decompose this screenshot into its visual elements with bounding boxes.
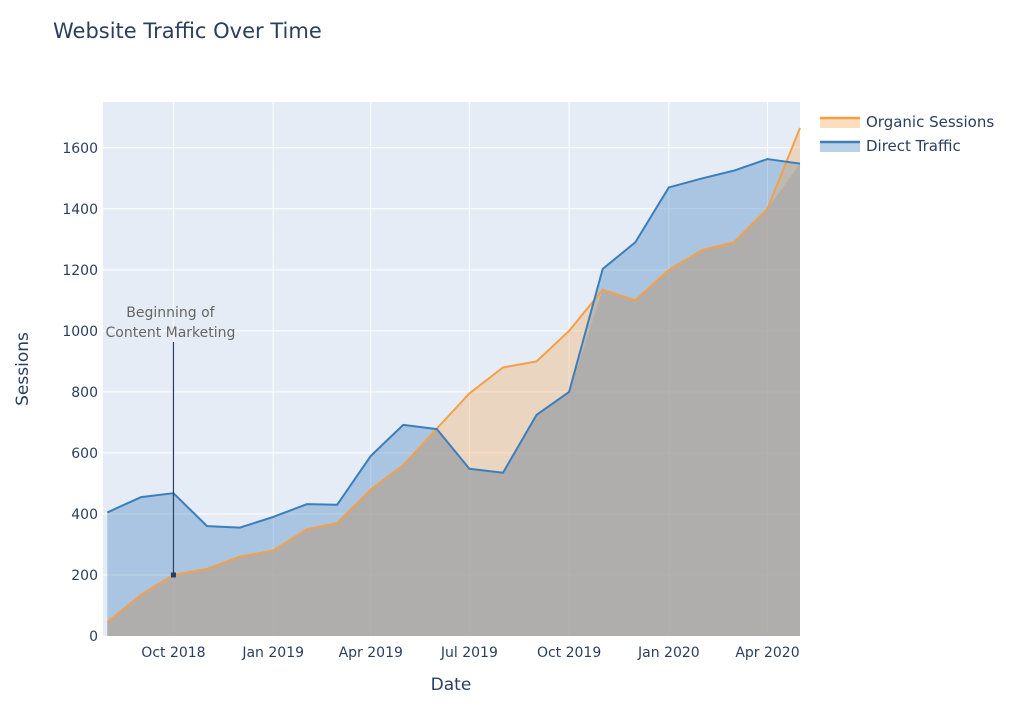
annotation-arrowhead — [170, 572, 176, 578]
chart-title: Website Traffic Over Time — [53, 19, 322, 43]
legend[interactable]: Organic Sessions Direct Traffic — [820, 113, 994, 155]
y-tick-label: 200 — [71, 568, 98, 584]
x-tick-label: Jan 2019 — [241, 645, 304, 661]
annotation-text-line: Beginning of — [126, 305, 215, 321]
legend-item-direct-traffic[interactable]: Direct Traffic — [820, 137, 961, 155]
y-axis-label: Sessions — [13, 332, 33, 406]
x-tick-label: Oct 2018 — [141, 645, 205, 661]
legend-label: Direct Traffic — [866, 137, 961, 155]
x-tick-label: Oct 2019 — [537, 645, 601, 661]
annotation-text-line: Content Marketing — [106, 325, 236, 341]
y-tick-label: 0 — [89, 629, 98, 645]
y-tick-label: 1400 — [62, 202, 98, 218]
legend-label: Organic Sessions — [866, 113, 994, 131]
annotation-layer: Beginning of Content Marketing — [106, 305, 236, 578]
overlap-area — [107, 163, 800, 636]
x-tick-label: Apr 2019 — [339, 645, 403, 661]
tick-layer: 0 200 400 600 800 1000 1200 1400 1600 Oct 2018 Jan… — [62, 141, 799, 661]
organic-sessions-line — [106, 127, 801, 624]
y-tick-label: 1000 — [62, 324, 98, 340]
line-layer — [106, 127, 801, 624]
y-tick-label: 600 — [71, 446, 98, 462]
legend-swatch-fill — [820, 142, 860, 152]
x-tick-label: Jul 2019 — [440, 645, 498, 661]
y-tick-label: 800 — [71, 385, 98, 401]
legend-item-organic-sessions[interactable]: Organic Sessions — [820, 113, 994, 131]
y-tick-label: 1200 — [62, 263, 98, 279]
x-tick-label: Jan 2020 — [637, 645, 700, 661]
x-axis-label: Date — [431, 675, 472, 695]
x-tick-label: Apr 2020 — [735, 645, 799, 661]
y-tick-label: 400 — [71, 507, 98, 523]
y-tick-label: 1600 — [62, 141, 98, 157]
legend-swatch-fill — [820, 118, 860, 128]
area-layer — [107, 127, 800, 637]
direct-traffic-line — [106, 158, 801, 529]
